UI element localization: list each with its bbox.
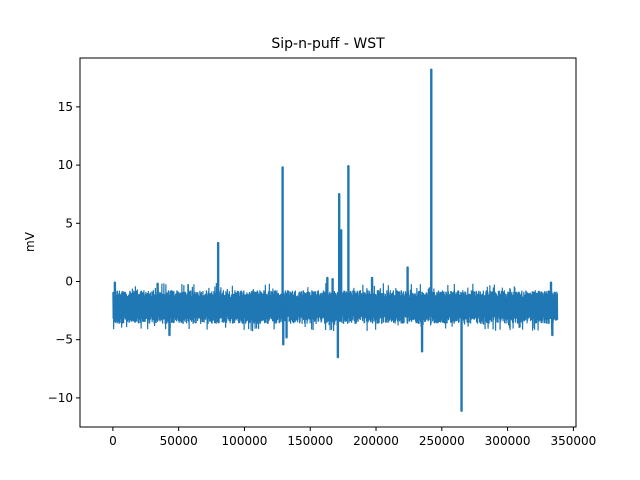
x-tick-label: 50000: [160, 434, 198, 448]
x-tick-label: 200000: [353, 434, 399, 448]
x-tick-label: 350000: [550, 434, 596, 448]
y-axis-label: mV: [23, 231, 37, 252]
x-tick-label: 300000: [485, 434, 531, 448]
y-tick-label: 5: [65, 216, 73, 230]
x-tick-label: 0: [109, 434, 117, 448]
y-axis: −10 −5 0 5 10 15: [48, 100, 80, 405]
x-tick-label: 150000: [287, 434, 333, 448]
signal-trace: [112, 283, 559, 332]
y-tick-label: 15: [58, 100, 73, 114]
x-tick-label: 250000: [419, 434, 465, 448]
y-tick-label: 10: [58, 158, 73, 172]
y-tick-label: 0: [65, 274, 73, 288]
x-tick-label: 100000: [222, 434, 268, 448]
y-tick-label: −10: [48, 391, 73, 405]
x-axis: 0 50000 100000 150000 200000 250000 300000 3500…: [109, 427, 596, 448]
y-tick-label: −5: [55, 333, 73, 347]
plot-frame: [79, 57, 577, 428]
chart-title: Sip-n-puff - WST: [271, 36, 385, 52]
series-layer: [112, 68, 559, 412]
